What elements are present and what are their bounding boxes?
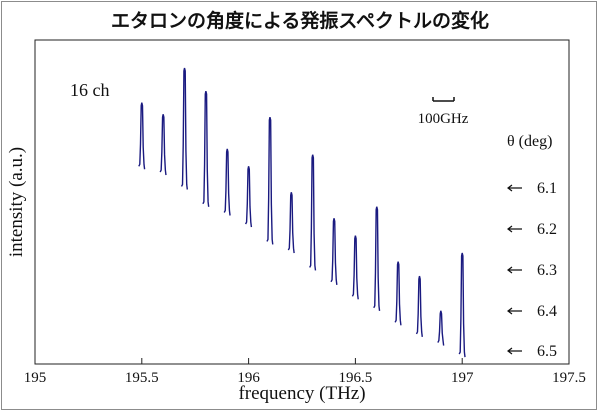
scale-bar-label: 100GHz (418, 111, 469, 127)
spectrum-peak (437, 310, 445, 346)
spectrum-peak (202, 90, 210, 207)
spectrum-peak (394, 261, 402, 326)
x-tick-label: 197.5 (552, 370, 586, 386)
angle-label: 6.3 (537, 262, 557, 279)
spectrum-peak (309, 154, 317, 271)
spectrum-peak (351, 235, 359, 300)
angle-header: θ (deg) (507, 133, 552, 150)
x-axis-label: frequency (THz) (238, 383, 365, 404)
spectrum-peak (330, 218, 338, 285)
plot-area (34, 39, 570, 365)
x-axis-ticks: 195 195.5 196 196.5 197 197.5 (24, 358, 586, 386)
y-axis-label: intensity (a.u.) (6, 147, 27, 257)
angle-label: 6.5 (537, 343, 557, 360)
x-tick-label: 195.5 (125, 370, 159, 386)
chart-title: エタロンの角度による発振スペクトルの変化 (110, 10, 490, 32)
spectrum-peak (244, 166, 253, 228)
channels-annotation: 16 ch (70, 80, 110, 100)
spectrum-peak (266, 116, 274, 245)
angle-arrow-icon (507, 307, 522, 315)
angle-arrow-icon (507, 225, 522, 233)
x-tick-label: 196 (237, 370, 260, 386)
x-tick-label: 197 (451, 370, 474, 386)
angle-label: 6.2 (537, 221, 557, 238)
x-tick-label: 196.5 (339, 370, 373, 386)
spectrum-peak (458, 252, 466, 358)
x-tick-label: 195 (24, 370, 47, 386)
angle-label: 6.1 (537, 180, 557, 197)
spectrum-peak (180, 67, 189, 190)
spectrum-peak (373, 206, 381, 311)
spectrum-peak (223, 148, 231, 216)
spectrum-peak (159, 114, 167, 176)
spectrum-peaks (138, 67, 466, 358)
spectrum-peak (287, 192, 295, 254)
angle-arrow-icon (507, 347, 522, 355)
angle-arrow-icon (507, 266, 522, 274)
angle-arrow-icon (507, 184, 522, 192)
angle-labels: 6.1 6.2 6.3 6.4 6.5 (507, 180, 557, 360)
angle-label: 6.4 (537, 303, 557, 320)
spectrum-peak (415, 275, 423, 337)
spectrum-peak (138, 102, 146, 170)
